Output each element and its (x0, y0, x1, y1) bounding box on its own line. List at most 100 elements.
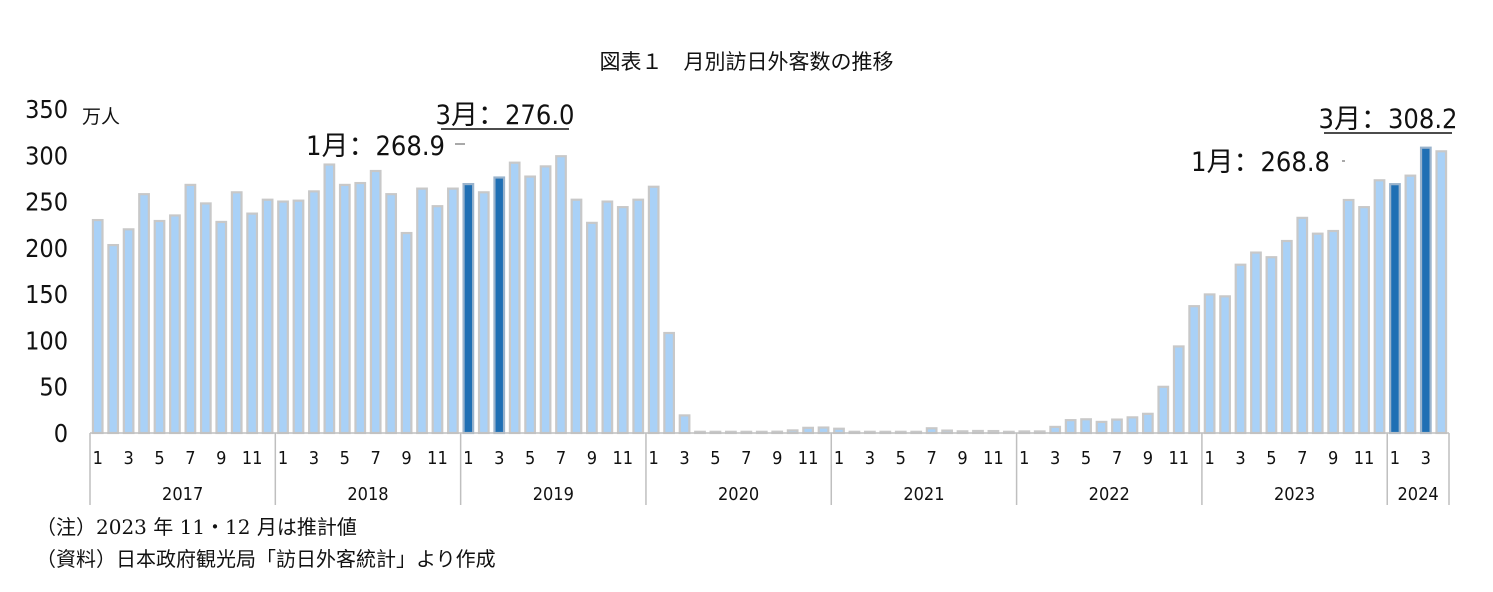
x-tick-label: 1 (93, 448, 103, 469)
bar (570, 198, 583, 435)
bar-highlight (1389, 183, 1401, 435)
bar (817, 426, 830, 435)
bar (138, 193, 150, 435)
x-tick-label: 9 (216, 448, 226, 469)
bar (277, 200, 289, 435)
x-tick-label: 7 (1112, 448, 1122, 469)
bar (199, 202, 212, 435)
bar (802, 426, 814, 435)
bar (1265, 256, 1278, 435)
bar (678, 414, 691, 435)
x-tick-label: 9 (587, 448, 597, 469)
x-tick-label: 11 (798, 448, 819, 469)
x-tick-label: 5 (896, 448, 906, 469)
chart-title: 図表１ 月別訪日外客数の推移 (599, 50, 894, 74)
bar (1172, 345, 1185, 435)
x-tick-label: 5 (154, 448, 164, 469)
bar (1188, 305, 1201, 435)
bar (261, 198, 274, 435)
x-tick-label: 5 (710, 448, 720, 469)
bar (632, 198, 645, 435)
bar (1234, 263, 1247, 435)
bar (1080, 418, 1092, 435)
bar (215, 220, 228, 435)
bar (1358, 206, 1370, 435)
year-label: 2017 (162, 484, 203, 505)
bar (477, 191, 490, 435)
bar (369, 169, 382, 435)
year-label: 2020 (718, 484, 759, 505)
bar (1219, 295, 1231, 435)
x-tick-label: 9 (401, 448, 411, 469)
x-tick-label: 11 (242, 448, 263, 469)
year-label: 2023 (1274, 484, 1315, 505)
y-unit-label: 万人 (82, 106, 120, 128)
x-tick-label: 3 (123, 448, 133, 469)
bar (647, 185, 660, 435)
annotation-label: 1月：268.8 (1191, 147, 1330, 178)
annotation-label: 3月：276.0 (436, 100, 575, 131)
x-tick-label: 3 (1050, 448, 1060, 469)
y-tick-label: 50 (39, 373, 68, 402)
y-tick-label: 200 (25, 234, 68, 263)
x-tick-label: 7 (741, 448, 751, 469)
year-label: 2022 (1089, 484, 1130, 505)
bar (153, 219, 166, 435)
x-tick-label: 1 (1390, 448, 1400, 469)
bar (601, 200, 614, 435)
bar (354, 181, 367, 435)
x-tick-label: 3 (1421, 448, 1431, 469)
year-label: 2024 (1398, 484, 1439, 505)
bar (400, 231, 413, 435)
bar (1404, 174, 1417, 435)
x-tick-label: 5 (525, 448, 535, 469)
y-tick-label: 100 (25, 326, 68, 355)
bar (555, 155, 567, 435)
x-tick-label: 11 (1354, 448, 1375, 469)
year-label: 2021 (903, 484, 944, 505)
bar (1435, 150, 1448, 435)
x-tick-label: 9 (1143, 448, 1153, 469)
x-tick-label: 7 (371, 448, 381, 469)
bar (246, 212, 259, 435)
x-tick-label: 11 (612, 448, 633, 469)
x-tick-label: 1 (1204, 448, 1214, 469)
bar (1373, 179, 1386, 435)
bar (1064, 419, 1077, 435)
x-tick-label: 1 (463, 448, 473, 469)
bar (1296, 216, 1309, 435)
x-tick-label: 3 (494, 448, 504, 469)
x-tick-label: 9 (957, 448, 967, 469)
x-tick-label: 11 (1168, 448, 1189, 469)
bar (323, 163, 336, 435)
x-tick-label: 5 (340, 448, 350, 469)
bar (308, 190, 320, 435)
note-source: （資料）日本政府観光局「訪日外客統計」より作成 (36, 547, 496, 571)
y-tick-label: 0 (54, 419, 68, 448)
x-tick-label: 3 (309, 448, 319, 469)
bar (122, 228, 135, 435)
bar (169, 214, 181, 435)
x-tick-label: 7 (926, 448, 936, 469)
y-tick-label: 150 (25, 280, 68, 309)
bar (1311, 232, 1324, 435)
bar (1049, 425, 1062, 435)
bar (1280, 239, 1293, 435)
bar (1111, 418, 1123, 435)
x-tick-label: 3 (679, 448, 689, 469)
bar (586, 221, 598, 435)
bar (385, 193, 398, 435)
year-label: 2019 (533, 484, 574, 505)
bar (230, 191, 243, 435)
x-tick-label: 3 (1235, 448, 1245, 469)
x-tick-label: 1 (278, 448, 288, 469)
x-tick-label: 7 (556, 448, 566, 469)
x-tick-label: 1 (649, 448, 659, 469)
bar (616, 206, 629, 435)
bar (1250, 251, 1262, 435)
bar (338, 183, 351, 435)
x-tick-label: 7 (1297, 448, 1307, 469)
x-tick-label: 1 (834, 448, 844, 469)
bar (1157, 385, 1170, 435)
note-estimate: （注）2023 年 11・12 月は推計値 (36, 515, 357, 539)
